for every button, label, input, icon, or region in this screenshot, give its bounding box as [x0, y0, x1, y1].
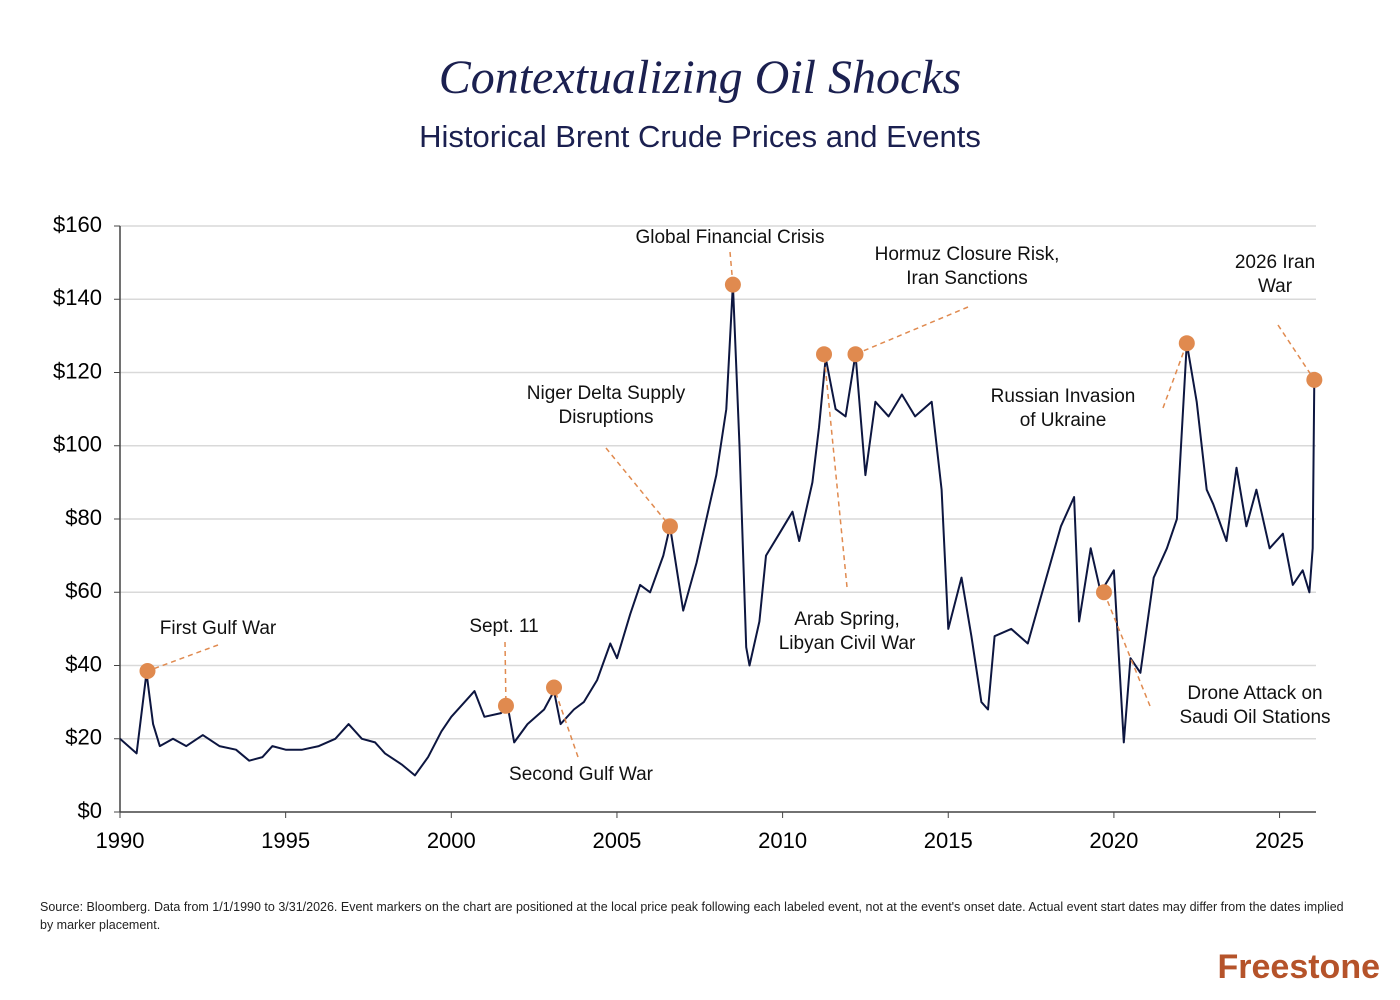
leader-line — [1277, 324, 1315, 381]
event-marker — [1095, 584, 1112, 601]
event-label: Second Gulf War — [509, 764, 654, 785]
y-tick-label: $140 — [53, 285, 102, 310]
event-label: Iran Sanctions — [906, 268, 1027, 289]
price-line — [119, 283, 1316, 777]
event-label: Arab Spring, — [794, 609, 900, 630]
leader-line — [1162, 342, 1188, 409]
event-marker — [724, 276, 741, 293]
leader-line — [553, 687, 579, 758]
x-tick-label: 1990 — [96, 828, 145, 853]
y-tick-label: $100 — [53, 432, 102, 457]
event-label: of Ukraine — [1020, 410, 1107, 431]
event-label: Libyan Civil War — [779, 633, 916, 654]
event-marker — [816, 346, 833, 363]
event-marker — [546, 679, 563, 696]
y-tick-label: $80 — [65, 505, 102, 530]
event-marker — [1306, 371, 1323, 388]
y-tick-label: $60 — [65, 578, 102, 603]
event-label: War — [1258, 276, 1293, 297]
event-label: Saudi Oil Stations — [1179, 707, 1330, 728]
event-label: Sept. 11 — [469, 616, 538, 637]
event-label: Russian Invasion — [991, 386, 1136, 407]
event-marker — [847, 346, 864, 363]
y-tick-label: $0 — [78, 798, 102, 823]
event-label: Disruptions — [558, 407, 653, 428]
event-label: Global Financial Crisis — [635, 227, 824, 248]
event-marker — [1178, 335, 1195, 352]
y-tick-label: $20 — [65, 725, 102, 750]
y-tick-label: $40 — [65, 651, 102, 676]
chart-subtitle: Historical Brent Crude Prices and Events — [419, 119, 981, 154]
x-tick-label: 2010 — [758, 828, 807, 853]
leader-line — [147, 644, 219, 672]
event-marker — [497, 697, 514, 714]
brand-logo: Freestone — [1217, 948, 1381, 986]
event-label: Hormuz Closure Risk, — [875, 244, 1060, 265]
event-label: Niger Delta Supply — [527, 383, 686, 404]
leader-line — [605, 447, 671, 527]
x-tick-label: 2015 — [924, 828, 973, 853]
event-marker — [139, 662, 156, 679]
event-marker — [661, 518, 678, 535]
x-tick-label: 2000 — [427, 828, 476, 853]
event-label: 2026 Iran — [1235, 252, 1315, 273]
chart: Contextualizing Oil Shocks Historical Br… — [53, 51, 1330, 853]
y-tick-label: $120 — [53, 358, 102, 383]
x-tick-label: 2025 — [1255, 828, 1304, 853]
source-note: Source: Bloomberg. Data from 1/1/1990 to… — [40, 900, 1344, 932]
leader-line — [855, 306, 969, 355]
chart-title: Contextualizing Oil Shocks — [439, 51, 962, 104]
x-tick-label: 1995 — [261, 828, 310, 853]
leader-line — [1103, 591, 1151, 707]
event-label: First Gulf War — [160, 618, 277, 639]
leader-line — [504, 641, 507, 706]
x-tick-label: 2005 — [592, 828, 641, 853]
y-tick-label: $160 — [53, 212, 102, 237]
event-label: Drone Attack on — [1187, 683, 1322, 704]
leader-line — [823, 354, 848, 588]
x-tick-label: 2020 — [1089, 828, 1138, 853]
